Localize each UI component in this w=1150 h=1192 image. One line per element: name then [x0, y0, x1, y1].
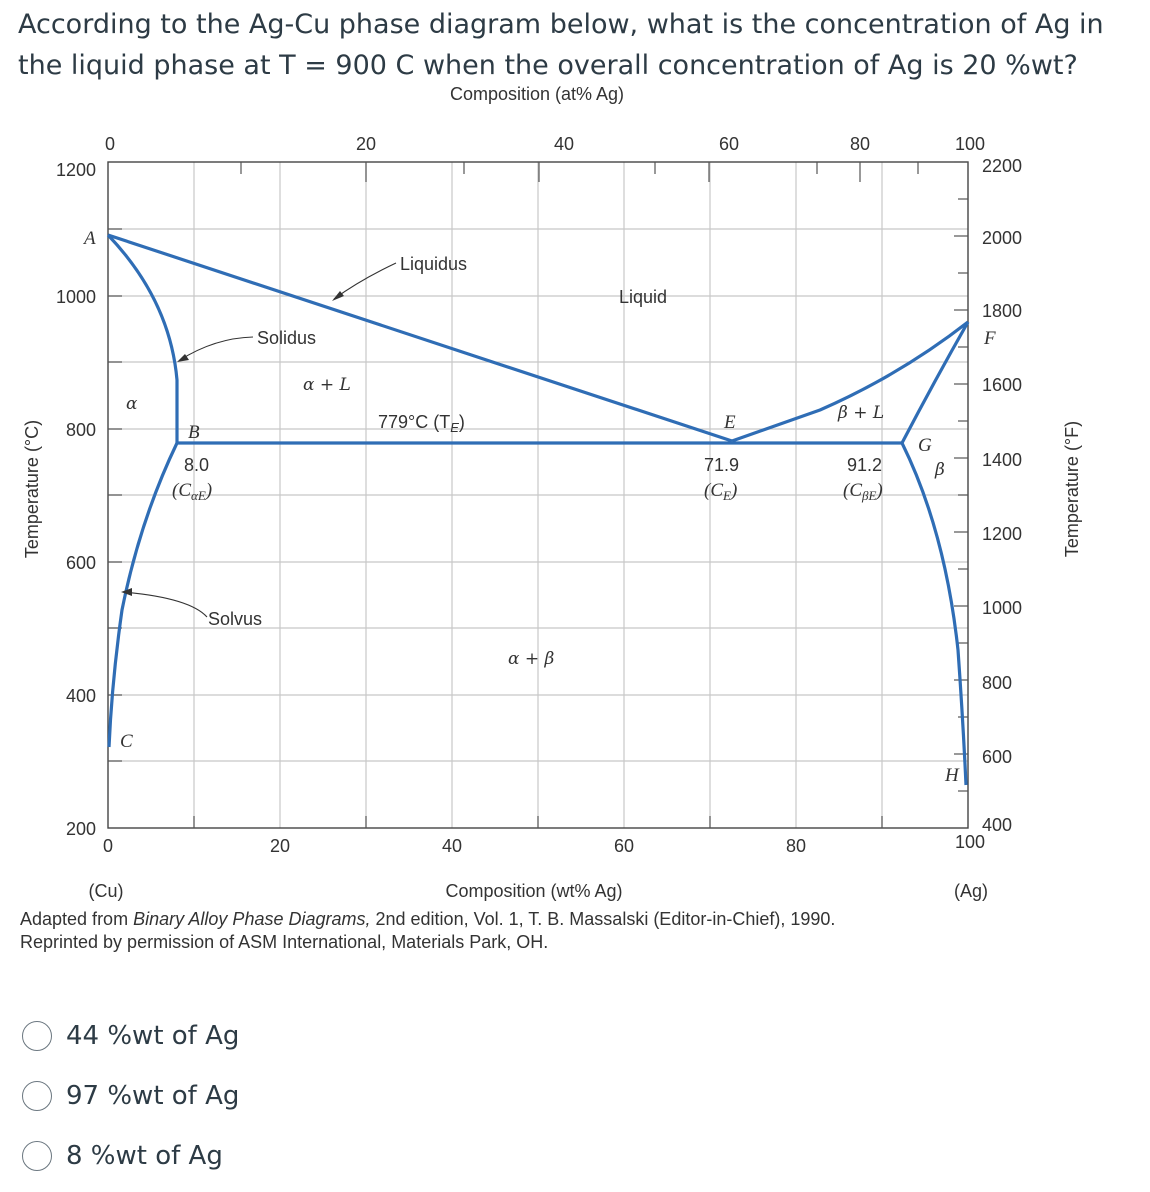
phase-diagram: Composition (at% Ag) 0 20 40 60 80 100 0…	[0, 78, 1150, 918]
left-tick-label: 800	[66, 420, 96, 440]
right-tick-label: 600	[982, 747, 1012, 767]
phase-boundaries	[106, 233, 970, 786]
liquid-region-label: Liquid	[619, 287, 667, 307]
top-tick-label: 0	[105, 134, 115, 154]
beta-region-label: β	[934, 460, 945, 480]
solidus-line-beta	[900, 321, 970, 444]
top-tick-label: 40	[554, 134, 574, 154]
right-tick-label: 800	[982, 673, 1012, 693]
radio-button[interactable]	[22, 1141, 52, 1171]
right-tick-label: 1400	[982, 450, 1022, 470]
eutectic-temperature-label: 779°C (TE)	[378, 412, 465, 435]
liquidus-line-left	[107, 233, 733, 443]
left-tick-label: 1000	[56, 287, 96, 307]
right-tick-label: 400	[982, 815, 1012, 835]
c-beta-e-symbol: (CβE)	[843, 480, 883, 503]
point-h-label: H	[944, 765, 960, 786]
answer-option-label: 44 %wt of Ag	[66, 1021, 240, 1051]
left-tick-label: 400	[66, 686, 96, 706]
left-axis-title: Temperature (°C)	[22, 420, 42, 558]
right-axis-title: Temperature (°F)	[1062, 421, 1082, 557]
right-tick-label: 1000	[982, 598, 1022, 618]
point-a-label: A	[82, 228, 96, 249]
c-beta-e-value: 91.2	[847, 455, 882, 475]
figure-caption: Adapted from Binary Alloy Phase Diagrams…	[20, 908, 835, 954]
answer-option[interactable]: 44 %wt of Ag	[22, 1006, 239, 1066]
grid	[108, 162, 968, 828]
c-alpha-e-value: 8.0	[184, 455, 209, 475]
left-axis-ticks	[108, 228, 122, 762]
cu-end-label: (Cu)	[89, 881, 124, 901]
alpha-plus-liquid-label: α + L	[303, 375, 351, 395]
right-tick-label: 2000	[982, 228, 1022, 248]
top-tick-label: 100	[955, 134, 985, 154]
right-tick-label: 1200	[982, 524, 1022, 544]
point-f-label: F	[983, 328, 996, 349]
beta-plus-liquid-label: β + L	[837, 403, 884, 423]
liquidus-line-right	[731, 320, 969, 443]
solvus-line-alpha	[107, 442, 179, 748]
top-axis-title: Composition (at% Ag)	[450, 84, 624, 104]
right-axis-ticks	[954, 161, 968, 792]
solvus-label: Solvus	[208, 609, 262, 629]
c-e-symbol: (CE)	[704, 480, 737, 503]
alpha-region-label: α	[126, 394, 138, 414]
solvus-line-beta	[900, 442, 968, 786]
answer-option[interactable]: 97 %wt of Ag	[22, 1066, 239, 1126]
c-e-value: 71.9	[704, 455, 739, 475]
leader-lines	[121, 262, 397, 618]
bottom-tick-label: 100	[955, 832, 985, 852]
bottom-axis-ticks	[193, 816, 883, 828]
point-c-label: C	[120, 731, 133, 752]
left-tick-label: 600	[66, 553, 96, 573]
point-e-label: E	[723, 412, 736, 433]
left-tick-label: 1200	[56, 160, 96, 180]
ag-end-label: (Ag)	[954, 881, 988, 901]
caption-line-2: Reprinted by permission of ASM Internati…	[20, 932, 549, 952]
bottom-tick-label: 0	[103, 836, 113, 856]
top-tick-label: 20	[356, 134, 376, 154]
answer-option-label: 97 %wt of Ag	[66, 1081, 240, 1111]
point-g-label: G	[918, 435, 932, 456]
top-axis-ticks	[240, 162, 919, 182]
top-tick-label: 80	[850, 134, 870, 154]
question-text: According to the Ag-Cu phase diagram bel…	[18, 9, 1104, 81]
right-tick-label: 2200	[982, 156, 1022, 176]
liquidus-label: Liquidus	[400, 254, 467, 274]
bottom-tick-label: 80	[786, 836, 806, 856]
right-tick-label: 1600	[982, 375, 1022, 395]
left-tick-label: 200	[66, 819, 96, 839]
answer-option[interactable]: 8 %wt of Ag	[22, 1126, 239, 1186]
answer-options: 44 %wt of Ag 97 %wt of Ag 8 %wt of Ag	[22, 1006, 239, 1186]
top-tick-label: 60	[719, 134, 739, 154]
answer-option-label: 8 %wt of Ag	[66, 1141, 223, 1171]
radio-button[interactable]	[22, 1081, 52, 1111]
alpha-plus-beta-label: α + β	[508, 649, 555, 669]
bottom-axis-title: Composition (wt% Ag)	[445, 881, 622, 901]
bottom-tick-label: 40	[442, 836, 462, 856]
solidus-line-alpha	[106, 233, 179, 443]
right-tick-label: 1800	[982, 301, 1022, 321]
solidus-label: Solidus	[257, 328, 316, 348]
radio-button[interactable]	[22, 1021, 52, 1051]
point-b-label: B	[188, 422, 200, 443]
caption-line-1: Adapted from Binary Alloy Phase Diagrams…	[20, 909, 836, 929]
c-alpha-e-symbol: (CαE)	[172, 480, 212, 503]
bottom-tick-label: 20	[270, 836, 290, 856]
bottom-tick-label: 60	[614, 836, 634, 856]
